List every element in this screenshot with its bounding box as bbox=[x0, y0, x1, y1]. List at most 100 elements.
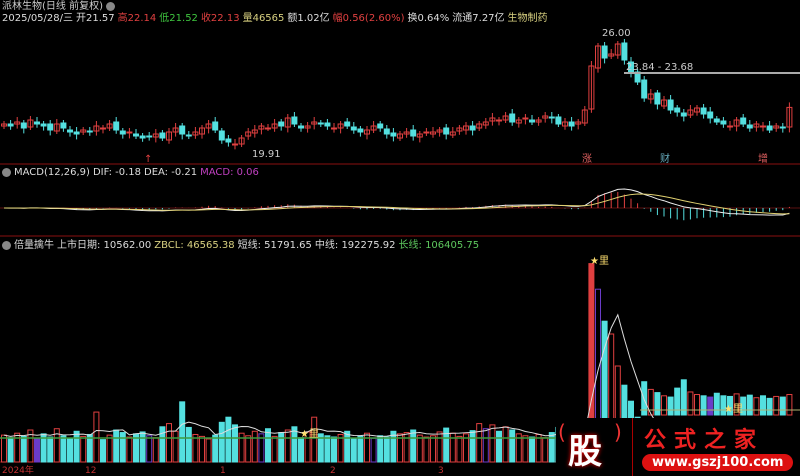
candle bbox=[185, 134, 192, 137]
min-price-label: 19.91 bbox=[252, 149, 281, 160]
candle bbox=[529, 119, 535, 123]
volume-bar bbox=[34, 438, 40, 463]
volume-bar bbox=[482, 428, 489, 463]
amount: 额1.02亿 bbox=[287, 13, 330, 24]
candle bbox=[667, 99, 674, 111]
x-label: 2 bbox=[330, 466, 336, 476]
volume-bar bbox=[647, 388, 654, 416]
volume-bar bbox=[529, 436, 535, 463]
volume-bar bbox=[166, 423, 172, 463]
volume-bar bbox=[258, 433, 265, 463]
volume-bar bbox=[324, 435, 331, 463]
candle bbox=[245, 131, 252, 137]
volume-bar bbox=[152, 437, 159, 463]
volume-bar bbox=[430, 435, 436, 463]
candle bbox=[687, 109, 694, 116]
macd-dif: DIF: -0.18 bbox=[92, 167, 141, 178]
volume-bar bbox=[53, 428, 60, 463]
list-date: 上市日期: 10562.00 bbox=[57, 240, 152, 251]
indicator-menu-icon[interactable] bbox=[2, 240, 11, 250]
volume-bar bbox=[463, 433, 469, 463]
candle bbox=[34, 121, 40, 125]
turnover: 换0.64% bbox=[407, 13, 450, 24]
volume-bar bbox=[119, 432, 126, 463]
volume-bar bbox=[350, 438, 357, 463]
volume-bar bbox=[779, 396, 786, 416]
macd-menu-icon[interactable] bbox=[2, 167, 11, 177]
volume-bar bbox=[416, 434, 423, 463]
candle bbox=[20, 122, 27, 129]
candle bbox=[205, 123, 212, 129]
volume-bar bbox=[694, 394, 700, 416]
candle bbox=[14, 121, 21, 125]
volume-bar bbox=[265, 428, 271, 463]
volume-bar bbox=[383, 436, 390, 463]
candle bbox=[700, 107, 707, 115]
watermark: ( 股 ) 公式之家 www.gszj100.com bbox=[556, 418, 800, 476]
volume-bar bbox=[218, 421, 225, 463]
candle bbox=[357, 128, 364, 133]
candle bbox=[416, 133, 423, 138]
candle bbox=[654, 92, 661, 105]
candle bbox=[73, 131, 80, 135]
volume-bar bbox=[212, 434, 219, 463]
candle bbox=[119, 130, 126, 135]
candle bbox=[601, 45, 608, 59]
volume-bar bbox=[317, 433, 324, 463]
low: 低21.52 bbox=[159, 13, 198, 24]
candle bbox=[390, 132, 397, 137]
marker[interactable]: ↑ bbox=[144, 154, 152, 165]
marker-cai[interactable]: 财 bbox=[660, 152, 670, 165]
dropdown-icon[interactable] bbox=[105, 1, 115, 11]
volume-bar bbox=[298, 437, 304, 463]
candle bbox=[766, 125, 773, 131]
volume-bar bbox=[720, 395, 727, 416]
volume-bar bbox=[271, 435, 278, 463]
stock-title: 派林生物(日线 前复权) bbox=[2, 1, 118, 13]
volume-bar bbox=[238, 432, 245, 463]
volume-bar bbox=[786, 394, 793, 416]
candle bbox=[397, 133, 403, 139]
watermark-title: 公式之家 bbox=[644, 428, 765, 453]
dea-line bbox=[3, 193, 790, 215]
candle bbox=[311, 121, 318, 125]
candle bbox=[212, 121, 219, 131]
volume-bar bbox=[245, 435, 252, 463]
indicator-header: 倍量擒牛 上市日期: 10562.00 ZBCL: 46565.38 短线: 5179… bbox=[2, 240, 482, 252]
volume-bar bbox=[364, 432, 370, 463]
candle bbox=[694, 107, 700, 113]
volume-bar bbox=[126, 436, 133, 463]
candle bbox=[133, 133, 139, 137]
volume-bar bbox=[548, 432, 555, 463]
candle bbox=[522, 117, 529, 120]
candle bbox=[720, 120, 727, 125]
volume-bar bbox=[515, 433, 522, 463]
volume-bar bbox=[67, 437, 73, 463]
mid-line: 中线: 192275.92 bbox=[314, 240, 396, 251]
candle bbox=[568, 121, 575, 127]
candle bbox=[680, 112, 687, 117]
volume-bar bbox=[251, 430, 258, 463]
zbcl: ZBCL: 46565.38 bbox=[154, 240, 235, 251]
volume-bar bbox=[172, 430, 179, 463]
volume-bar bbox=[443, 427, 450, 463]
candle bbox=[713, 118, 720, 123]
candle bbox=[370, 125, 377, 131]
marker-zeng[interactable]: 增 bbox=[758, 152, 768, 165]
marker-zhang[interactable]: 涨 bbox=[582, 153, 592, 165]
candle bbox=[324, 122, 331, 127]
candle bbox=[284, 117, 291, 128]
watermark-logo: 股 bbox=[568, 432, 602, 472]
horn-icon: ( bbox=[558, 420, 566, 444]
volume-bar bbox=[707, 396, 714, 416]
macd-dea: DEA: -0.21 bbox=[144, 167, 198, 178]
candle bbox=[674, 107, 681, 113]
candle bbox=[364, 129, 370, 135]
volume-bar bbox=[760, 395, 766, 416]
volume-bar bbox=[456, 435, 463, 463]
candle bbox=[179, 125, 186, 135]
x-label: 3 bbox=[438, 466, 444, 476]
candle bbox=[344, 121, 351, 127]
candle bbox=[489, 117, 496, 122]
